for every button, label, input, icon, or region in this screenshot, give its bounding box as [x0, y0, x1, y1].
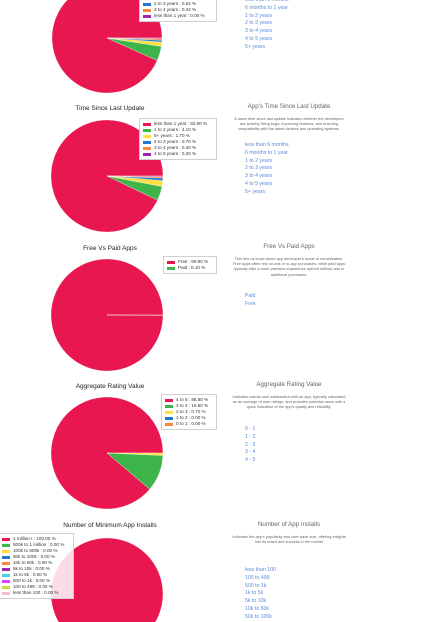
legend-swatch	[2, 562, 10, 565]
chart-legend: 4 to 5 : 88.80 %3 to 4 : 10.50 %2 to 3 :…	[161, 394, 217, 430]
legend-swatch	[2, 586, 10, 589]
legend-swatch	[167, 261, 175, 264]
filter-link[interactable]: 100 to 499	[245, 575, 276, 583]
description-text: Indicates overall user satisfaction with…	[232, 394, 346, 410]
legend-swatch	[165, 423, 173, 426]
chart-section-3: Free Vs Paid Apps Free : 99.90 %Paid : 0…	[0, 240, 434, 380]
legend-swatch	[143, 141, 151, 144]
filter-link[interactable]: Paid	[245, 293, 256, 301]
filter-link[interactable]: 1 to 2 years	[245, 158, 289, 166]
filter-link[interactable]: 4 to 5 years	[245, 36, 289, 44]
filter-link[interactable]: 10k to 50k	[245, 606, 276, 614]
filter-link[interactable]: 1 - 2	[245, 434, 255, 442]
legend-item: Paid : 0.10 %	[167, 265, 213, 271]
filter-link[interactable]: Free	[245, 301, 256, 309]
chart-legend: Free : 99.90 %Paid : 0.10 %	[163, 256, 217, 274]
description-panel: Aggregate Rating Value Indicates overall…	[232, 381, 346, 410]
legend-label: Paid : 0.10 %	[178, 265, 205, 271]
filter-link[interactable]: 5k to 10k	[245, 598, 276, 606]
legend-swatch	[143, 135, 151, 138]
filter-link[interactable]: 4 - 5	[245, 457, 255, 465]
legend-swatch	[2, 538, 10, 541]
legend-item: 0 to 1 : 0.00 %	[165, 421, 213, 427]
chart-section-5: Number of Minimum App Installs 1 million…	[0, 520, 434, 620]
legend-swatch	[2, 550, 10, 553]
description-title: App's Time Since Last Update	[232, 103, 346, 110]
legend-swatch	[143, 129, 151, 132]
legend-swatch	[143, 147, 151, 150]
filter-link[interactable]: 2 to 3 years	[245, 20, 289, 28]
description-text: This lets us know about app developer's …	[232, 256, 346, 277]
description-panel: Number of App Installs Indicates the app…	[232, 521, 346, 544]
description-text: A lower time since last update indicates…	[232, 116, 346, 132]
filter-link[interactable]: 50k to 100k	[245, 614, 276, 622]
chart-legend: 1 million+ : 100.00 %500k to 1 million :…	[0, 533, 74, 599]
legend-swatch	[2, 580, 10, 583]
filter-link[interactable]: 6 months to 1 year	[245, 5, 289, 13]
legend-item: less than 100 : 0.00 %	[2, 590, 70, 596]
legend-swatch	[165, 411, 173, 414]
description-title: Free Vs Paid Apps	[232, 243, 346, 250]
legend-swatch	[2, 556, 10, 559]
legend-swatch	[167, 267, 175, 270]
legend-swatch	[143, 123, 151, 126]
chart-section-2: Time Since Last Update less than 1 year …	[0, 100, 434, 240]
filter-link[interactable]: 3 to 4 years	[245, 173, 289, 181]
filter-link[interactable]: 2 to 3 years	[245, 165, 289, 173]
description-panel: Free Vs Paid Apps This lets us know abou…	[232, 243, 346, 277]
filter-link[interactable]: less than 6 months	[245, 142, 289, 150]
filter-link[interactable]: 0 - 1	[245, 426, 255, 434]
description-panel: App's Time Since Last Update A lower tim…	[232, 103, 346, 132]
legend-swatch	[165, 405, 173, 408]
filter-link[interactable]: 500 to 1k	[245, 583, 276, 591]
legend-label: 4 to 5 years : 0.20 %	[154, 151, 196, 157]
legend-item: 4 to 5 years : 0.20 %	[143, 151, 213, 157]
legend-swatch	[143, 153, 151, 156]
filter-link[interactable]: 1 to 2 years	[245, 13, 289, 21]
description-title: Aggregate Rating Value	[232, 381, 346, 388]
legend-label: less than 100 : 0.00 %	[13, 590, 58, 596]
chart-section-1: 2 to 3 years : 0.52 %3 to 4 years : 0.42…	[0, 0, 434, 100]
legend-label: less than 1 year : 0.00 %	[154, 13, 205, 19]
filter-link[interactable]: 1k to 5k	[245, 590, 276, 598]
description-text: Indicates the app's popularity and user …	[232, 534, 346, 544]
legend-swatch	[143, 15, 151, 18]
chart-legend: 2 to 3 years : 0.52 %3 to 4 years : 0.42…	[139, 0, 217, 22]
filter-link[interactable]: 3 - 4	[245, 449, 255, 457]
filter-link[interactable]: 4 to 5 years	[245, 181, 289, 189]
filter-link[interactable]: 3 to 4 years	[245, 28, 289, 36]
legend-swatch	[2, 544, 10, 547]
legend-swatch	[165, 417, 173, 420]
filter-link[interactable]: 2 - 3	[245, 442, 255, 450]
filter-link[interactable]: less than 100	[245, 567, 276, 575]
chart-legend: less than 1 year : 92.90 %1 to 2 years :…	[139, 118, 217, 160]
chart-section-4: Aggregate Rating Value 4 to 5 : 88.80 %3…	[0, 380, 434, 520]
description-title: Number of App Installs	[232, 521, 346, 528]
legend-label: 0 to 1 : 0.00 %	[176, 421, 206, 427]
legend-swatch	[143, 3, 151, 6]
legend-swatch	[2, 592, 10, 595]
legend-item: less than 1 year : 0.00 %	[143, 13, 213, 19]
legend-swatch	[143, 9, 151, 12]
filter-link[interactable]: 5+ years	[245, 189, 289, 197]
filter-link[interactable]: 6 months to 1 year	[245, 150, 289, 158]
legend-swatch	[2, 568, 10, 571]
filter-link[interactable]: 5+ years	[245, 44, 289, 52]
legend-swatch	[2, 574, 10, 577]
legend-swatch	[165, 399, 173, 402]
